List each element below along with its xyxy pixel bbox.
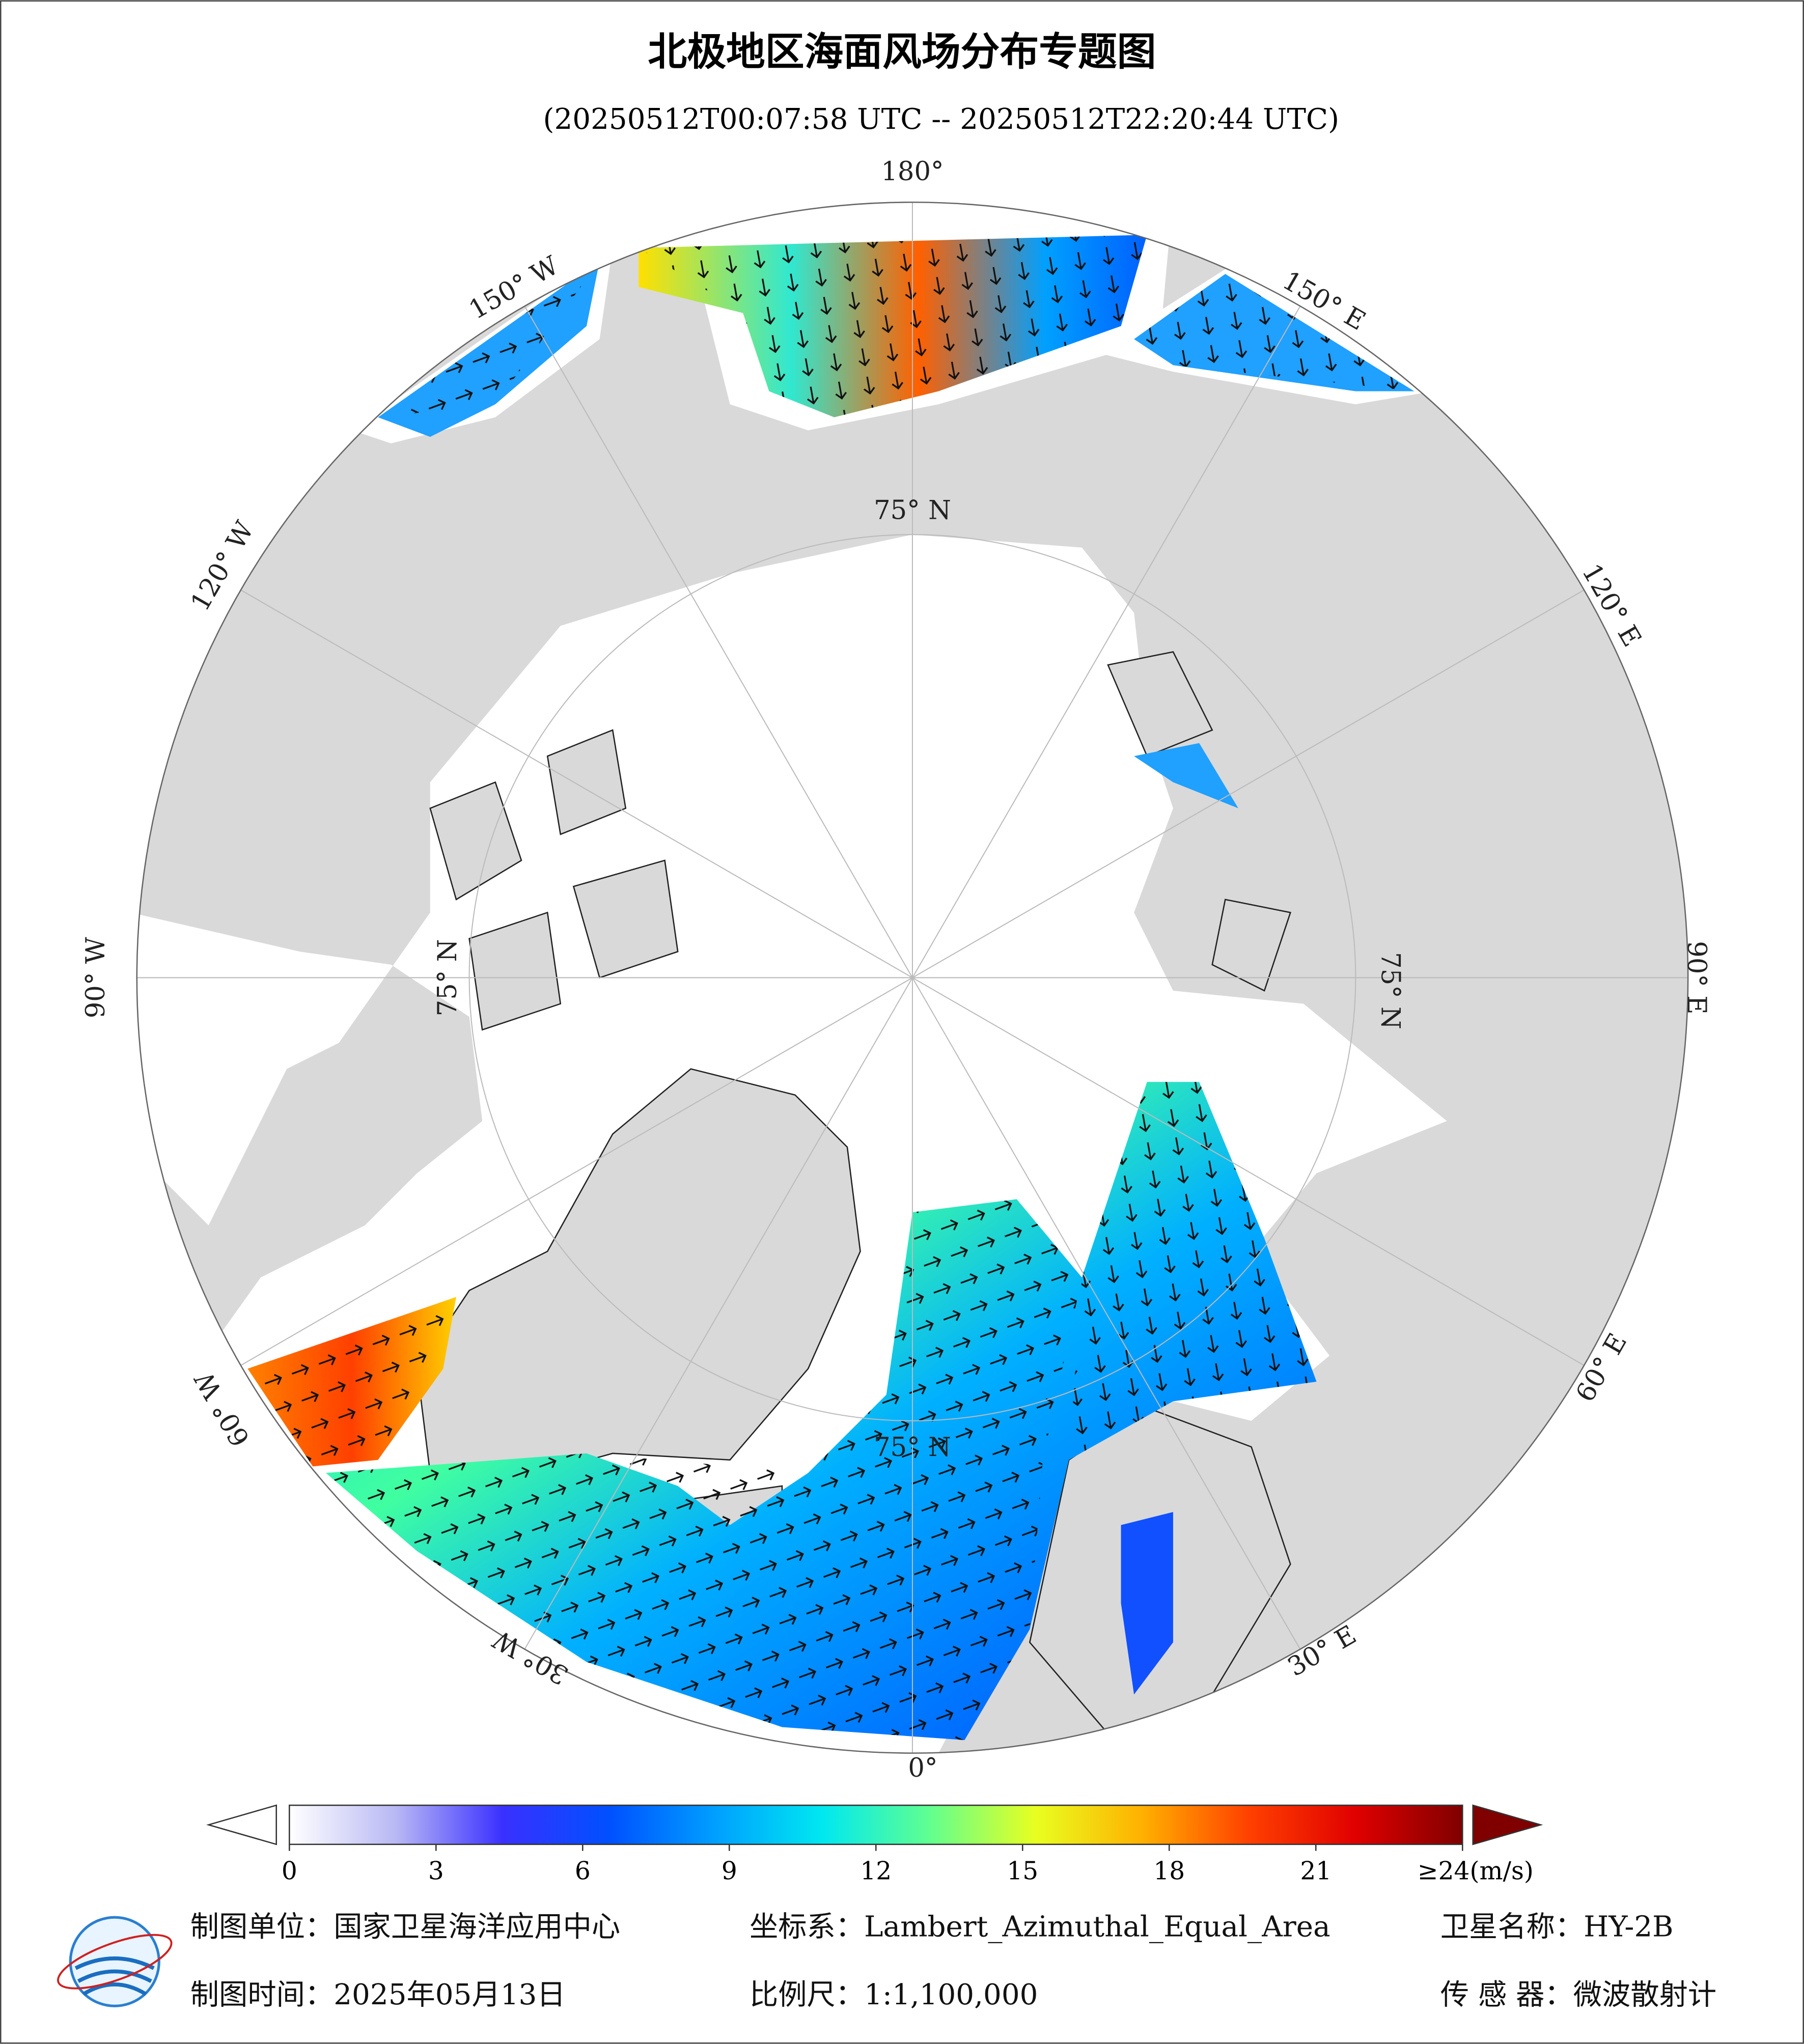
meridian (912, 586, 1590, 978)
meridian (912, 977, 1590, 1369)
map (136, 202, 1688, 1753)
colorbar-high-end (1472, 1804, 1543, 1845)
wind-arrows (639, 235, 1414, 1460)
subtitle: (20250512T00:07:58 UTC -- 20250512T22:20… (543, 103, 1340, 136)
colorbar-tick-label: 21 (1300, 1857, 1331, 1886)
meridian (235, 977, 913, 1369)
title: 北极地区海面风场分布专题图 (648, 29, 1156, 75)
footer-sensor: 传 感 器：微波散射计 (1440, 1978, 1716, 2011)
colorbar-tick-label: 6 (575, 1857, 591, 1886)
map-border (136, 201, 1689, 1754)
footer: 制图单位：国家卫星海洋应用中心 坐标系：Lambert_Azimuthal_Eq… (190, 1911, 1716, 2011)
colorbar-tick-label: 0 (282, 1857, 297, 1886)
colorbar-tick-label: 3 (428, 1857, 444, 1886)
meridian (521, 977, 913, 1656)
colorbar-tick-label: 12 (860, 1857, 892, 1886)
meridian (235, 586, 913, 978)
footer-agency: 制图单位：国家卫星海洋应用中心 (190, 1911, 620, 1944)
parallel-label: 75° N (874, 495, 951, 526)
footer-projection: 坐标系：Lambert_Azimuthal_Equal_Area (750, 1911, 1330, 1944)
meridian-label: 0° (908, 1753, 937, 1783)
graticule (136, 202, 1688, 1753)
meridian-label: 90° E (1681, 941, 1712, 1014)
meridian-label: 90° W (80, 937, 111, 1018)
footer-date: 制图时间：2025年05月13日 (190, 1978, 566, 2011)
footer-satellite: 卫星名称：HY-2B (1440, 1911, 1674, 1944)
greenland (416, 1068, 861, 1487)
colorbar-tick-label: 18 (1153, 1857, 1185, 1886)
footer-scale: 比例尺：1:1,100,000 (750, 1978, 1038, 2011)
meridian (912, 977, 1304, 1656)
parallel-label: 75° N (432, 939, 463, 1017)
colorbar-tick-label: 15 (1007, 1857, 1038, 1886)
colorbar-tick-label: 9 (721, 1857, 737, 1886)
colorbar-low-end (206, 1804, 277, 1845)
logo (57, 1916, 173, 2007)
meridian (521, 300, 913, 978)
colorbar-tick-label: ≥24(m/s) (1418, 1857, 1534, 1886)
colorbar: 0 3 6 9 12 15 18 21 ≥24(m/s) (206, 1804, 1543, 1886)
wind-arrows (247, 261, 1082, 1741)
meridian-label: 180° (881, 156, 943, 187)
colorbar-body (289, 1804, 1463, 1845)
meridian (912, 300, 1304, 978)
islands (429, 651, 1292, 1578)
parallel-label: 75° N (1375, 952, 1405, 1029)
baltic-wind (1121, 1512, 1173, 1695)
parallel-label: 75° N (874, 1432, 951, 1463)
